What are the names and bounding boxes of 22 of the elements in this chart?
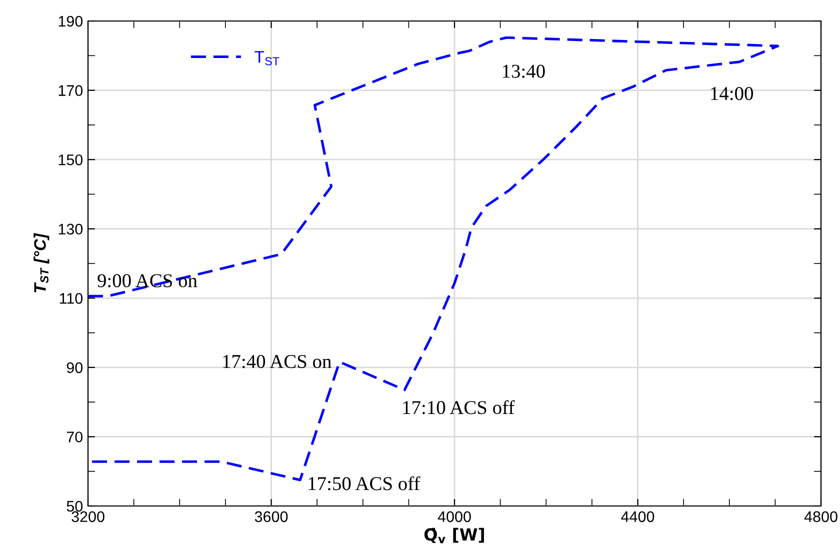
- annotation: 9:00 ACS on: [98, 274, 198, 288]
- y-tick-label: 50: [66, 500, 83, 512]
- annotation: 14:00: [711, 86, 754, 100]
- y-tick-label: 110: [60, 293, 83, 304]
- x-axis-title: Q̇$_{v}$ [W]: [424, 528, 484, 544]
- x-tick-label: 3200: [72, 511, 104, 522]
- y-axis-title: T$_{ST}$ [°C]: [34, 233, 50, 292]
- y-tick-label: 70: [66, 432, 83, 442]
- annotation: 17:50 ACS off: [308, 476, 420, 490]
- y-tick-label: 150: [58, 154, 83, 166]
- annotation: 17:10 ACS off: [403, 400, 515, 414]
- x-tick-label: 3600: [254, 511, 288, 522]
- x-tick-label: 4800: [804, 511, 838, 522]
- x-tick-label: 4000: [438, 511, 471, 522]
- annotation: 13:40: [502, 64, 545, 78]
- x-tick-label: 4400: [621, 511, 654, 522]
- y-tick-label: 170: [58, 85, 83, 96]
- annotation: 17:40 ACS on: [223, 354, 332, 368]
- y-tick-label: 190: [58, 16, 83, 27]
- legend-label: T$_{ST}$: [254, 51, 280, 66]
- y-tick-label: 130: [58, 224, 83, 235]
- y-tick-label: 90: [66, 362, 83, 374]
